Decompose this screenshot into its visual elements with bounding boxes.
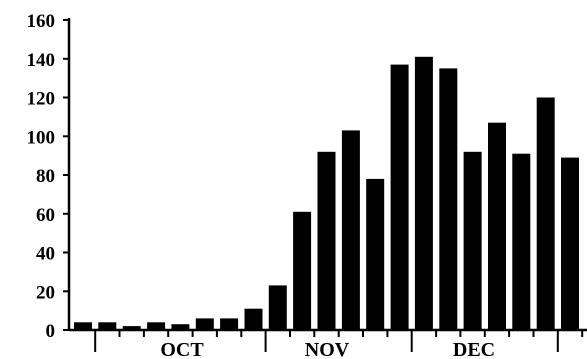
month-label-oct: OCT <box>160 339 204 359</box>
bar <box>74 322 92 331</box>
bar <box>341 130 360 330</box>
bar <box>439 68 458 331</box>
y-tick-label: 140 <box>27 50 56 71</box>
y-tick-label: 40 <box>36 244 55 265</box>
y-tick-label: 0 <box>46 321 56 342</box>
bar <box>561 157 579 330</box>
bar <box>171 324 190 330</box>
month-label-dec: DEC <box>453 339 495 359</box>
bar <box>268 285 287 330</box>
y-tick-label: 80 <box>36 166 55 187</box>
y-tick-label: 120 <box>27 89 56 110</box>
bar <box>414 56 433 331</box>
bar <box>195 318 214 330</box>
y-axis-ticks: 0 20 40 60 80 100 120 140 160 <box>27 11 69 342</box>
bar <box>488 122 506 330</box>
bar <box>390 64 409 330</box>
bar <box>220 318 239 330</box>
bar <box>366 178 385 330</box>
bar <box>317 151 336 331</box>
bar <box>147 322 166 331</box>
y-tick-label: 60 <box>36 205 55 226</box>
y-tick-label: 160 <box>27 11 56 32</box>
bar <box>244 308 263 330</box>
bar <box>463 151 482 331</box>
bar <box>293 211 312 330</box>
bar <box>122 326 141 330</box>
bars-group <box>74 56 579 331</box>
month-label-nov: NOV <box>305 339 350 359</box>
y-tick-label: 100 <box>27 127 56 148</box>
bar <box>98 322 117 331</box>
bar <box>536 97 555 330</box>
bar <box>512 153 531 330</box>
y-tick-label: 20 <box>36 282 55 303</box>
